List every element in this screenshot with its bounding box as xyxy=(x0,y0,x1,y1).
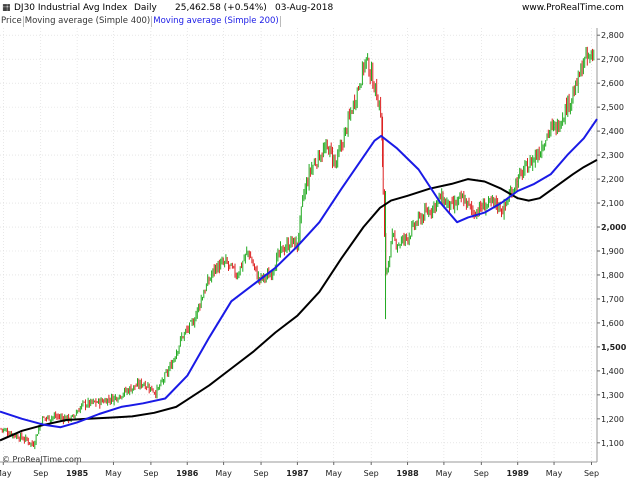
chart-header: ▦ DJ30 Industrial Avg Index Daily 25,462… xyxy=(0,0,640,16)
legend-item-ma400[interactable]: Moving average (Simple 400) xyxy=(24,16,153,27)
y-tick-label: 1,800 xyxy=(601,271,624,280)
y-tick-label: 2,100 xyxy=(601,199,624,208)
y-tick-label: 1,300 xyxy=(601,391,624,400)
y-tick-label: 1,600 xyxy=(601,319,624,328)
x-tick-label: May xyxy=(325,469,342,478)
x-tick-label: May xyxy=(215,469,232,478)
y-tick-label: 2,700 xyxy=(601,55,624,64)
x-tick-label: 1986 xyxy=(176,469,199,478)
y-tick-label: 2,300 xyxy=(601,151,624,160)
last-date: 03-Aug-2018 xyxy=(275,3,334,13)
period-label: Daily xyxy=(134,3,157,13)
y-tick-label: 2,600 xyxy=(601,79,624,88)
x-tick-label: 1987 xyxy=(286,469,308,478)
legend-item-price[interactable]: Price xyxy=(1,16,24,27)
x-tick-label: May xyxy=(0,469,12,478)
x-tick-label: Sep xyxy=(143,469,158,478)
y-tick-label: 2,400 xyxy=(601,127,624,136)
y-tick-label: 1,100 xyxy=(601,439,624,448)
y-tick-label: 1,700 xyxy=(601,295,624,304)
x-tick-label: Sep xyxy=(474,469,489,478)
y-tick-label: 2,200 xyxy=(601,175,624,184)
x-tick-label: Sep xyxy=(584,469,599,478)
x-tick-label: 1988 xyxy=(396,469,419,478)
y-tick-label: 1,200 xyxy=(601,415,624,424)
y-tick-label: 2,800 xyxy=(601,31,624,40)
x-tick-label: Sep xyxy=(364,469,379,478)
y-tick-label: 2,000 xyxy=(601,223,627,232)
x-tick-label: Sep xyxy=(254,469,269,478)
x-tick-label: May xyxy=(436,469,453,478)
instrument-title: DJ30 Industrial Avg Index xyxy=(14,3,128,13)
legend: Price Moving average (Simple 400) Moving a… xyxy=(0,16,281,27)
x-tick-label: 1989 xyxy=(507,469,530,478)
x-tick-label: May xyxy=(546,469,563,478)
y-tick-label: 2,500 xyxy=(601,103,624,112)
ma400-line xyxy=(0,159,598,442)
y-tick-label: 1,900 xyxy=(601,247,624,256)
legend-item-ma200[interactable]: Moving average (Simple 200) xyxy=(153,16,281,27)
y-tick-label: 1,500 xyxy=(601,343,627,352)
y-tick-label: 1,400 xyxy=(601,367,624,376)
last-value: 25,462.58 (+0.54%) xyxy=(175,3,267,13)
chart-icon: ▦ xyxy=(2,3,11,13)
site-link[interactable]: www.ProRealTime.com xyxy=(522,3,624,13)
x-tick-label: 1985 xyxy=(66,469,89,478)
x-tick-label: May xyxy=(105,469,122,478)
x-tick-label: Sep xyxy=(33,469,48,478)
credit-label: © ProRealTime.com xyxy=(2,455,82,464)
ma200-line xyxy=(0,118,598,429)
